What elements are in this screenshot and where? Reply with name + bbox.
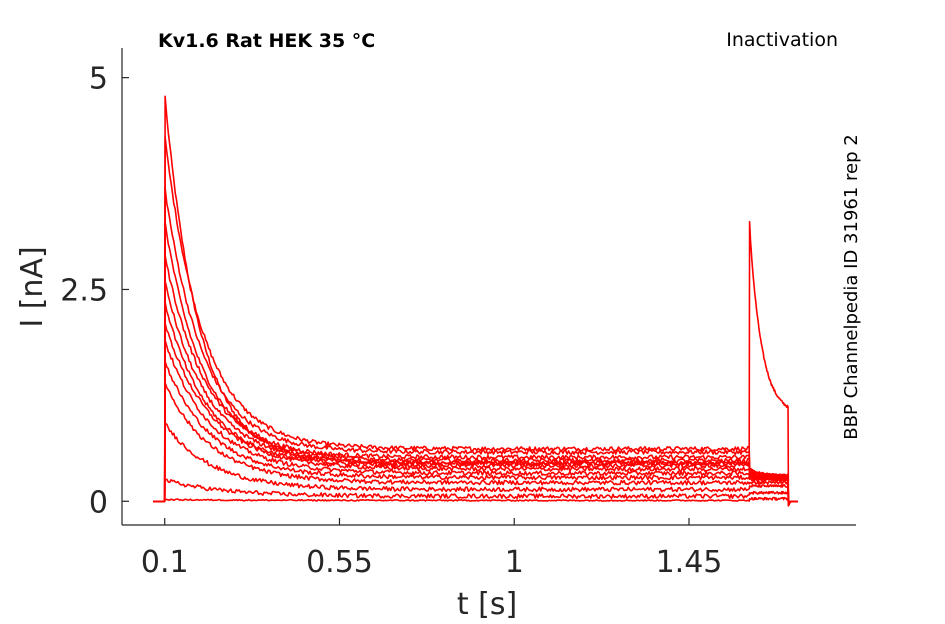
current-trace-8: [153, 322, 798, 507]
side-label: BBP Channelpedia ID 31961 rep 2: [841, 134, 862, 439]
x-tick-label: 1.45: [656, 545, 723, 580]
current-trace-10: [153, 360, 798, 507]
protocol-label: Inactivation: [726, 29, 838, 51]
series-group: [153, 95, 798, 507]
axes: [121, 48, 856, 526]
current-trace-1: [153, 95, 798, 507]
y-tick-label: 2.5: [60, 273, 108, 308]
y-axis-label: I [nA]: [15, 246, 50, 327]
current-trace-9: [153, 339, 798, 507]
y-tick-label: 0: [89, 485, 108, 520]
y-ticks: 02.55: [60, 62, 129, 520]
x-tick-label: 0.55: [306, 545, 373, 580]
current-trace-6: [153, 280, 798, 507]
current-trace-3: [153, 187, 798, 507]
chart-title: Kv1.6 Rat HEK 35 °C: [158, 30, 375, 52]
x-tick-label: 1: [505, 545, 524, 580]
current-trace-12: [153, 422, 798, 507]
x-axis-label: t [s]: [457, 587, 517, 622]
current-trace-13: [153, 478, 798, 507]
y-tick-label: 5: [89, 62, 108, 97]
x-ticks: 0.1 0.55 1 1.45: [141, 518, 723, 580]
current-trace-14: [153, 496, 798, 507]
current-trace-11: [153, 381, 798, 507]
current-trace-2: [153, 136, 798, 507]
x-tick-label: 0.1: [141, 545, 189, 580]
